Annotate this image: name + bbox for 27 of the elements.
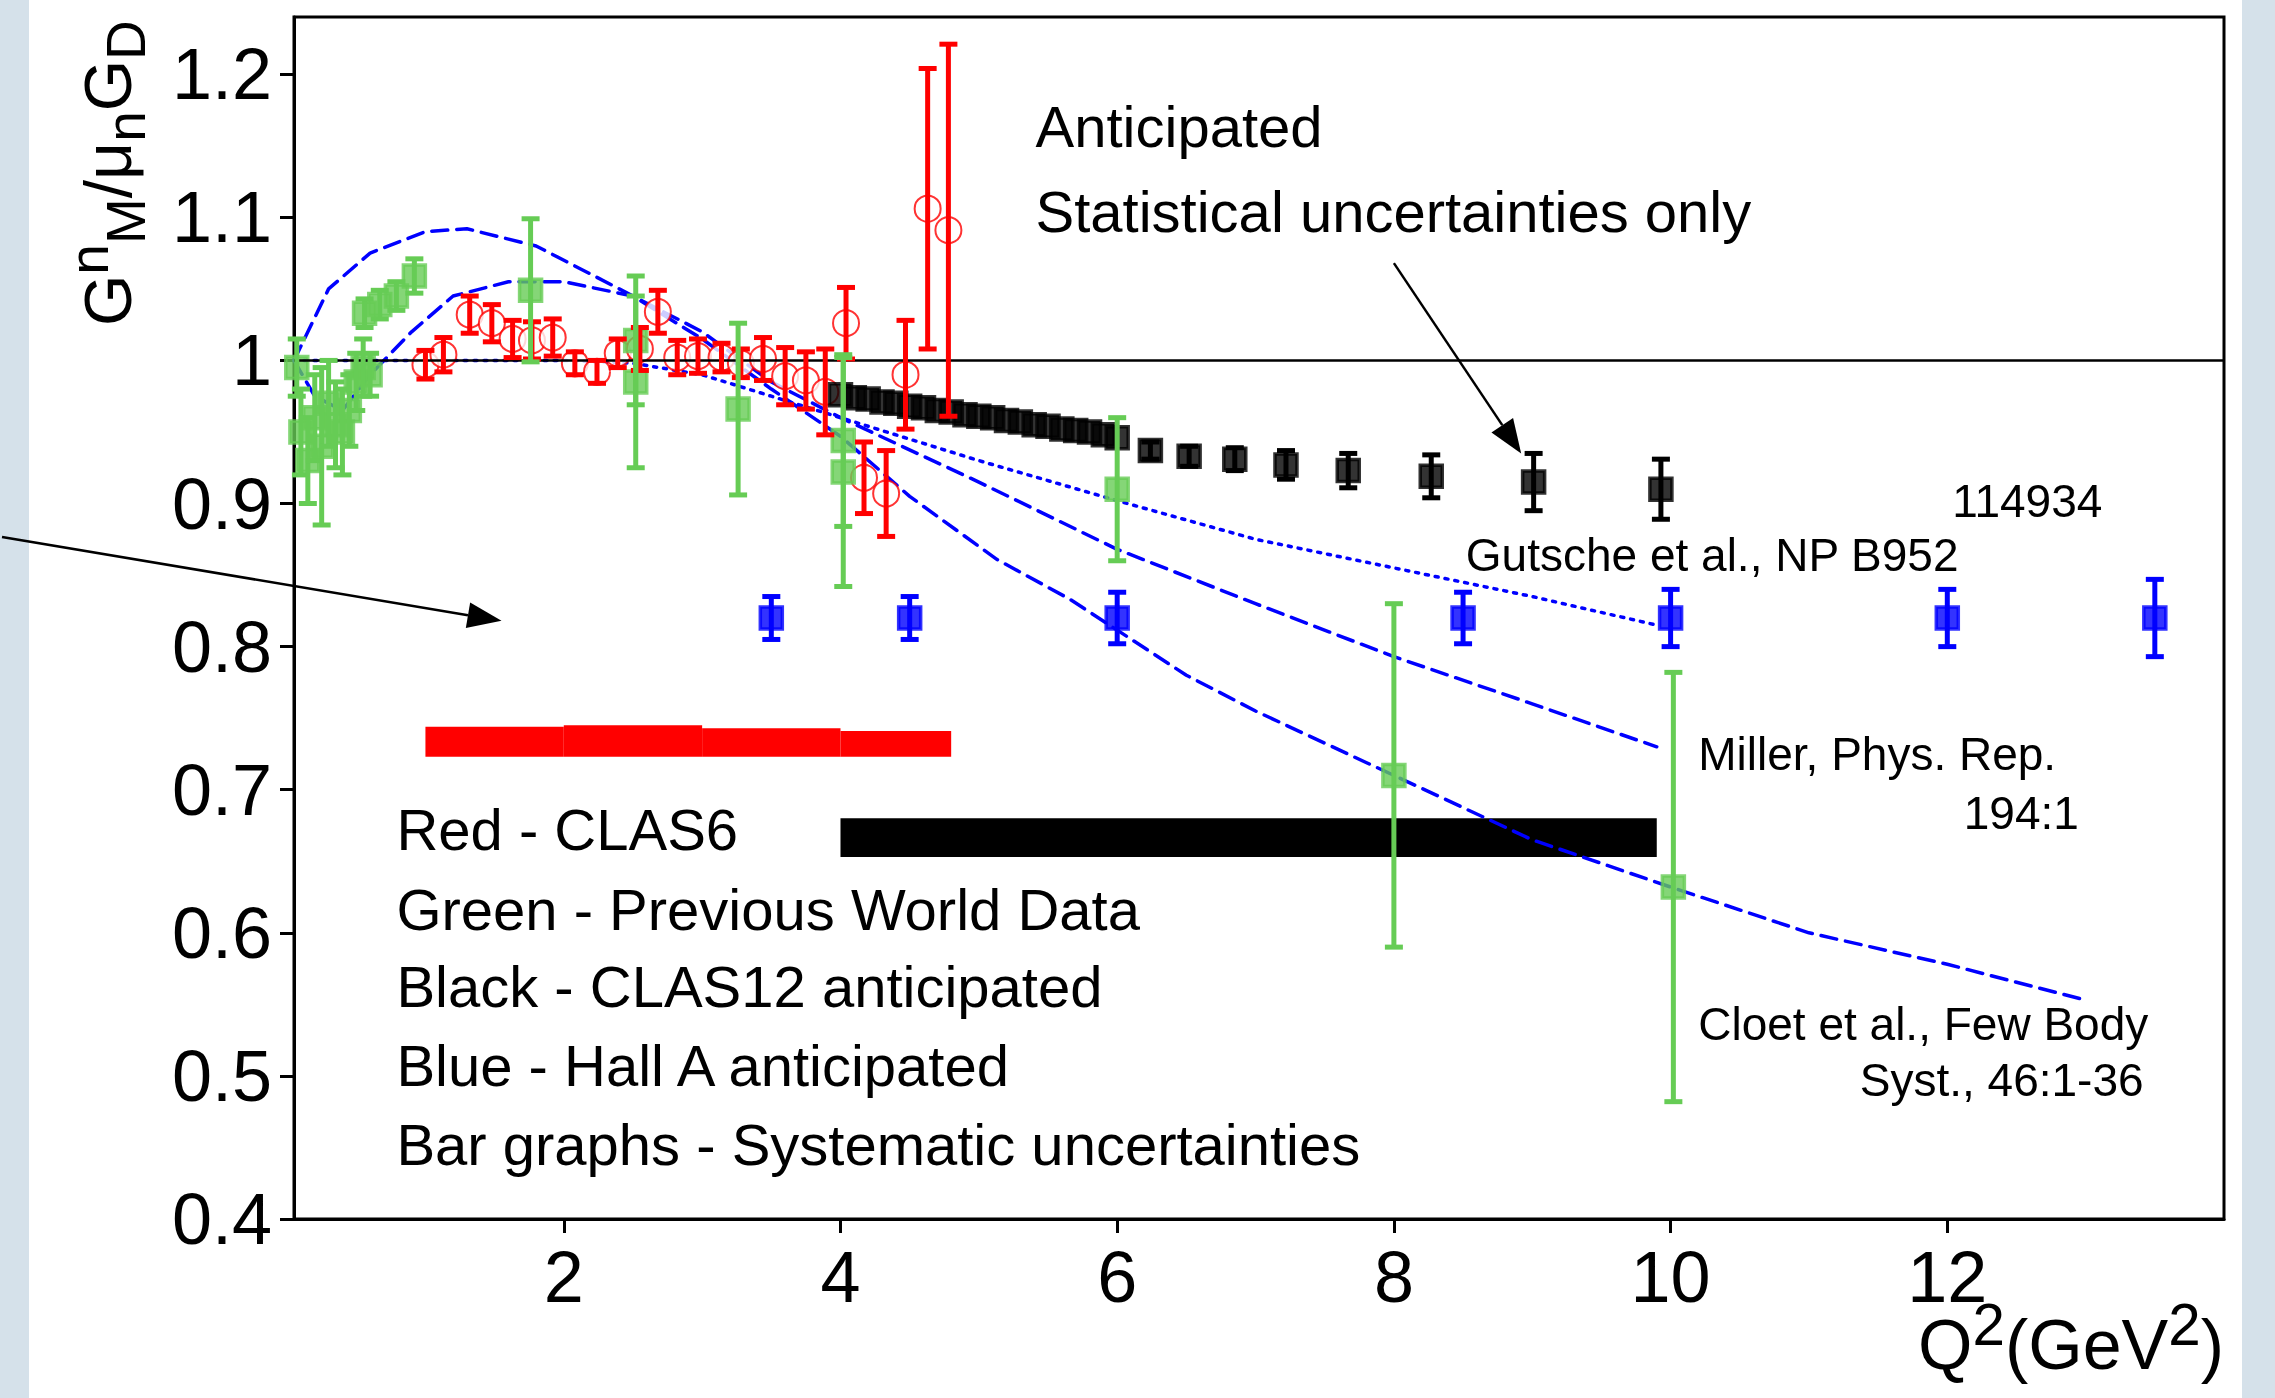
annotation: Blue - Hall A anticipated [396,1032,1009,1098]
y-tick-label: 0.7 [171,749,272,830]
annotation: Bar graphs - Systematic uncertainties [396,1111,1361,1177]
x-tick-label: 6 [1097,1237,1138,1317]
y-tick-label: 1.2 [171,34,272,115]
annotation: 114934 [1952,474,2103,527]
y-tick-label: 1.1 [171,177,272,258]
annotation: Red - CLAS6 [396,796,739,862]
x-tick-label: 2 [543,1237,584,1317]
x-tick-label: 10 [1630,1237,1711,1317]
y-tick-label: 0.9 [171,463,272,544]
y-tick-label: 0.5 [171,1035,272,1116]
annotation: Gutsche et al., NP B952 [1465,529,1959,582]
annotation: Miller, Phys. Rep. [1698,727,2057,780]
annotation: Anticipated [1035,94,1323,160]
y-tick-label: 0.6 [171,892,272,973]
annotation: Statistical uncertainties only [1035,178,1752,244]
x-tick-label: 4 [820,1237,861,1317]
y-tick-label: 0.8 [171,606,272,687]
annotation: Green - Previous World Data [396,876,1140,942]
annotation: Cloet et al., Few Body [1698,998,2149,1051]
annotation: 194:1 [1963,786,2079,839]
annotation: Black - CLAS12 anticipated [396,954,1103,1020]
y-tick-label: 0.4 [171,1179,272,1259]
y-tick-label: 1 [231,320,272,401]
x-tick-label: 8 [1373,1237,1414,1317]
annotation: Syst., 46:1-36 [1859,1054,2144,1107]
